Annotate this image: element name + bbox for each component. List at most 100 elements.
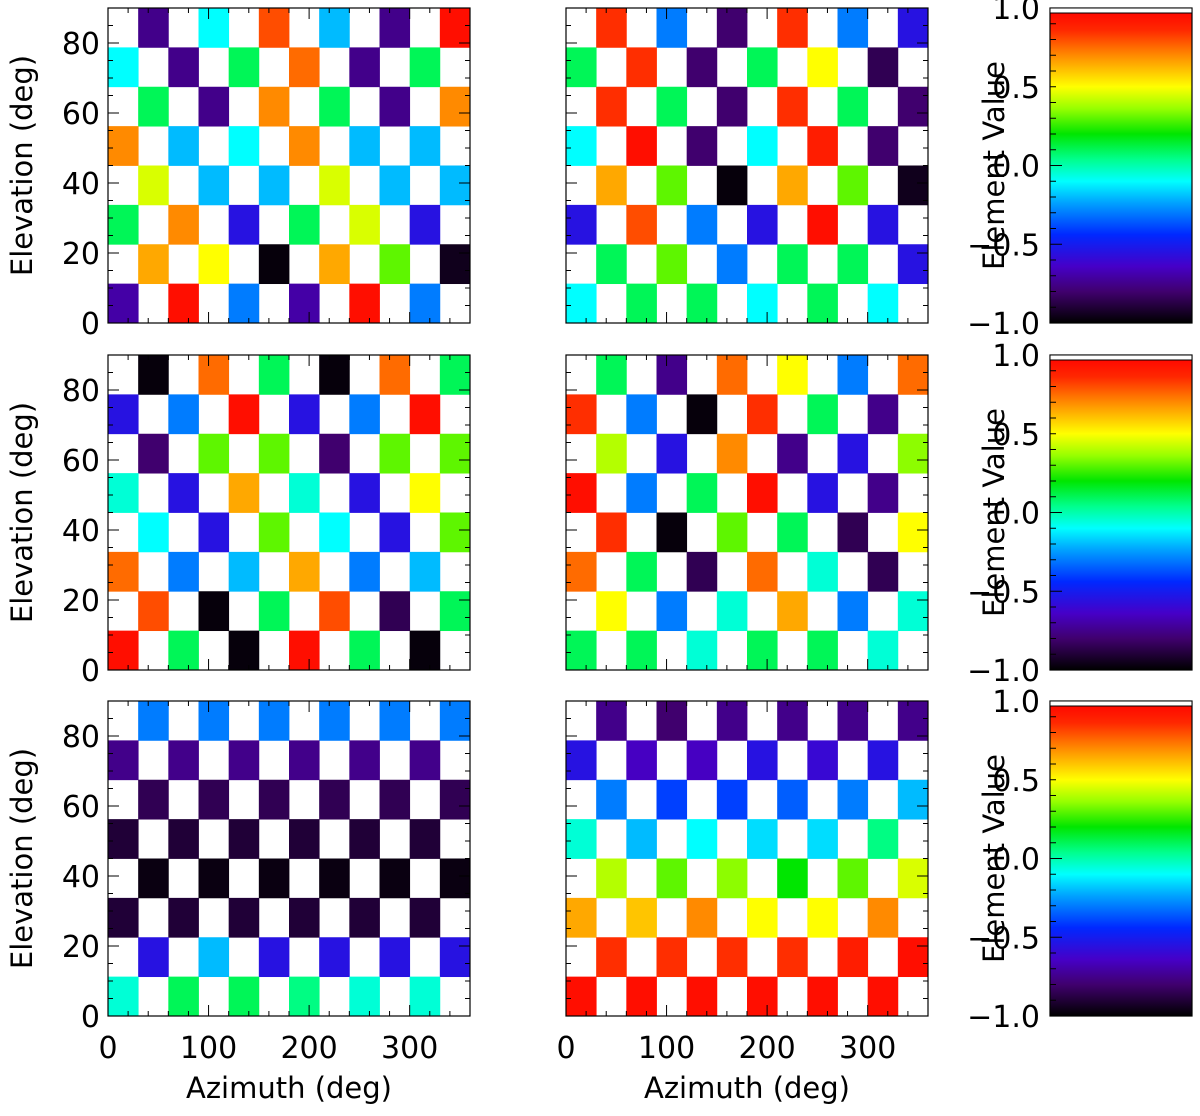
heatmap-cell — [138, 701, 169, 741]
heatmap-cell — [198, 355, 230, 395]
heatmap-cell — [409, 394, 441, 435]
heatmap-cell — [349, 740, 380, 781]
heatmap-cell — [138, 858, 169, 899]
heatmap-cell — [777, 858, 808, 899]
heatmap-cell — [379, 86, 411, 127]
heatmap-cell — [867, 283, 899, 324]
heatmap-cell — [108, 897, 139, 938]
heatmap-cell — [108, 976, 139, 1017]
heatmap-cell — [289, 551, 320, 592]
colorbar-title: Element Value — [977, 408, 1011, 617]
heatmap-cell — [258, 591, 290, 632]
heatmap-cell — [807, 394, 838, 435]
heatmap-panel-3 — [107, 354, 471, 671]
y-tick-label: 20 — [62, 584, 100, 619]
heatmap-cell — [867, 47, 899, 88]
heatmap-cell — [319, 165, 350, 206]
x-tick-label: 200 — [738, 1031, 795, 1066]
heatmap-cell — [656, 512, 688, 553]
y-tick-label: 40 — [62, 167, 100, 202]
heatmap-cell — [897, 433, 929, 474]
heatmap-cell — [138, 86, 169, 127]
x-axis-title: Azimuth (deg) — [644, 1071, 850, 1105]
heatmap-cell — [897, 701, 929, 741]
heatmap-cell — [747, 283, 778, 324]
heatmap-cell — [867, 204, 899, 245]
heatmap-cell — [319, 8, 350, 48]
heatmap-cell — [837, 512, 869, 553]
heatmap-cell — [837, 779, 869, 820]
heatmap-cell — [807, 47, 838, 88]
heatmap-cell — [747, 551, 778, 592]
heatmap-cell — [198, 512, 230, 553]
y-tick-label: 0 — [81, 654, 100, 689]
colorbar-tick-label: −1.0 — [967, 307, 1040, 342]
heatmap-cell — [837, 858, 869, 899]
heatmap-cell — [777, 244, 808, 285]
colorbar-top-edge — [1049, 354, 1193, 361]
heatmap-cell — [319, 858, 350, 899]
heatmap-cell — [867, 473, 899, 513]
y-axis-title: Elevation (deg) — [5, 402, 39, 623]
heatmap-cell — [837, 165, 869, 206]
heatmap-cell — [228, 473, 260, 513]
heatmap-cell — [168, 819, 199, 859]
heatmap-cell — [319, 937, 350, 978]
heatmap-cell — [439, 165, 471, 206]
heatmap-cell — [596, 858, 627, 899]
heatmap-cell — [409, 630, 441, 671]
heatmap-cell — [686, 740, 718, 781]
heatmap-cell — [837, 433, 869, 474]
heatmap-cell — [837, 244, 869, 285]
heatmap-cell — [777, 165, 808, 206]
heatmap-cell — [807, 819, 838, 859]
colorbar-top-edge — [1049, 700, 1193, 707]
heatmap-cell — [747, 473, 778, 513]
heatmap-cell — [566, 394, 597, 435]
heatmap-cell — [349, 976, 380, 1017]
heatmap-cell — [108, 394, 139, 435]
heatmap-cell — [656, 86, 688, 127]
y-tick-label: 60 — [62, 444, 100, 479]
heatmap-cell — [168, 204, 199, 245]
heatmap-cell — [716, 591, 748, 632]
heatmap-cell — [897, 244, 929, 285]
heatmap-cell — [439, 858, 471, 899]
colorbar-title: Element Value — [977, 754, 1011, 963]
heatmap-panel-6 — [565, 700, 929, 1017]
heatmap-cell — [807, 976, 838, 1017]
heatmap-cell — [349, 126, 380, 166]
colorbar-tick-label: −1.0 — [967, 1000, 1040, 1035]
heatmap-cell — [228, 740, 260, 781]
heatmap-cell — [168, 740, 199, 781]
heatmap-cell — [258, 355, 290, 395]
heatmap-cell — [108, 630, 139, 671]
heatmap-cell — [409, 551, 441, 592]
heatmap-cell — [867, 740, 899, 781]
heatmap-cell — [258, 858, 290, 899]
heatmap-cell — [566, 976, 597, 1017]
colorbar-tick-label: 1.0 — [992, 339, 1040, 374]
heatmap-cell — [897, 355, 929, 395]
heatmap-cell — [138, 937, 169, 978]
heatmap-cell — [349, 283, 380, 324]
heatmap-cell — [258, 701, 290, 741]
heatmap-cell — [168, 551, 199, 592]
heatmap-cell — [258, 433, 290, 474]
heatmap-cell — [198, 701, 230, 741]
heatmap-cell — [626, 551, 657, 592]
heatmap-cell — [409, 473, 441, 513]
heatmap-cell — [596, 165, 627, 206]
heatmap-cell — [867, 394, 899, 435]
heatmap-cell — [656, 165, 688, 206]
heatmap-cell — [138, 8, 169, 48]
colorbar-title: Element Value — [977, 61, 1011, 270]
x-tick-label: 200 — [280, 1031, 337, 1066]
heatmap-cell — [686, 897, 718, 938]
colorbar-tick-label: −0.5 — [967, 228, 1040, 263]
heatmap-cell — [716, 512, 748, 553]
heatmap-cell — [409, 204, 441, 245]
heatmap-panel-2 — [565, 7, 929, 324]
heatmap-cell — [319, 591, 350, 632]
heatmap-cell — [289, 976, 320, 1017]
